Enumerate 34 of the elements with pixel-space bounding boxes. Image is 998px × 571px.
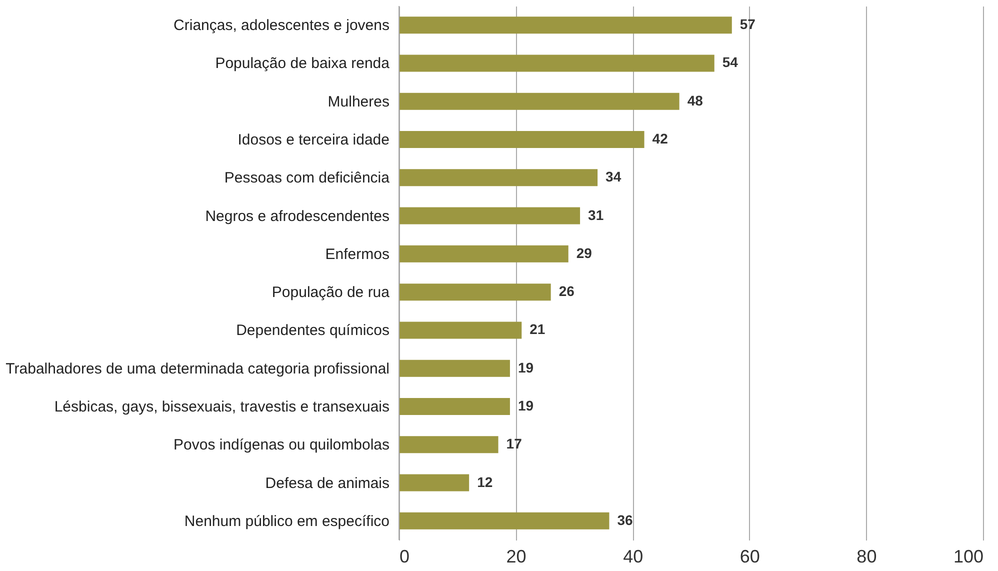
data-label: 17 — [506, 436, 522, 452]
y-tick-label: Defesa de animais — [265, 474, 390, 492]
x-tick-label: 60 — [740, 546, 760, 566]
y-tick-label: Lésbicas, gays, bissexuais, travestis e transexuais — [54, 398, 390, 416]
data-label: 54 — [722, 54, 738, 70]
data-label: 48 — [687, 92, 704, 108]
y-tick-label: Trabalhadores de uma determinada categoria profissional — [6, 360, 390, 378]
data-label: 21 — [530, 321, 546, 338]
data-label: 12 — [477, 474, 493, 490]
y-tick-label: Dependentes químicos — [236, 322, 390, 340]
x-tick-label: 20 — [506, 546, 526, 566]
y-tick-label: Crianças, adolescentes e jovens — [174, 17, 390, 34]
x-tick-label: 40 — [623, 546, 644, 566]
x-tick-label: 0 — [400, 546, 410, 566]
y-tick-label: Povos indígenas ou quilombolas — [174, 436, 390, 454]
y-tick-label: Enfermos — [325, 246, 390, 263]
data-label: 31 — [588, 206, 604, 223]
x-tick-label: 100 — [953, 546, 984, 566]
y-tick-label: População de baixa renda — [215, 55, 390, 72]
data-label: 36 — [617, 512, 634, 528]
data-label: 19 — [518, 359, 534, 376]
data-label: 42 — [652, 130, 668, 146]
y-tick-label: Mulheres — [328, 93, 390, 110]
y-tick-label: Nenhum público em específico — [184, 512, 390, 530]
y-tick-label: População de rua — [272, 284, 390, 302]
x-tick-label: 80 — [856, 546, 877, 566]
y-tick-label: Negros e afrodescendentes — [205, 208, 390, 225]
y-tick-label: Idosos e terceira idade — [238, 132, 390, 148]
data-label: 29 — [576, 244, 592, 261]
data-label: 26 — [558, 283, 575, 300]
y-tick-label: Pessoas com deficiência — [224, 170, 390, 187]
data-label: 57 — [740, 16, 756, 32]
data-label: 19 — [518, 398, 534, 414]
data-label: 34 — [606, 168, 622, 185]
